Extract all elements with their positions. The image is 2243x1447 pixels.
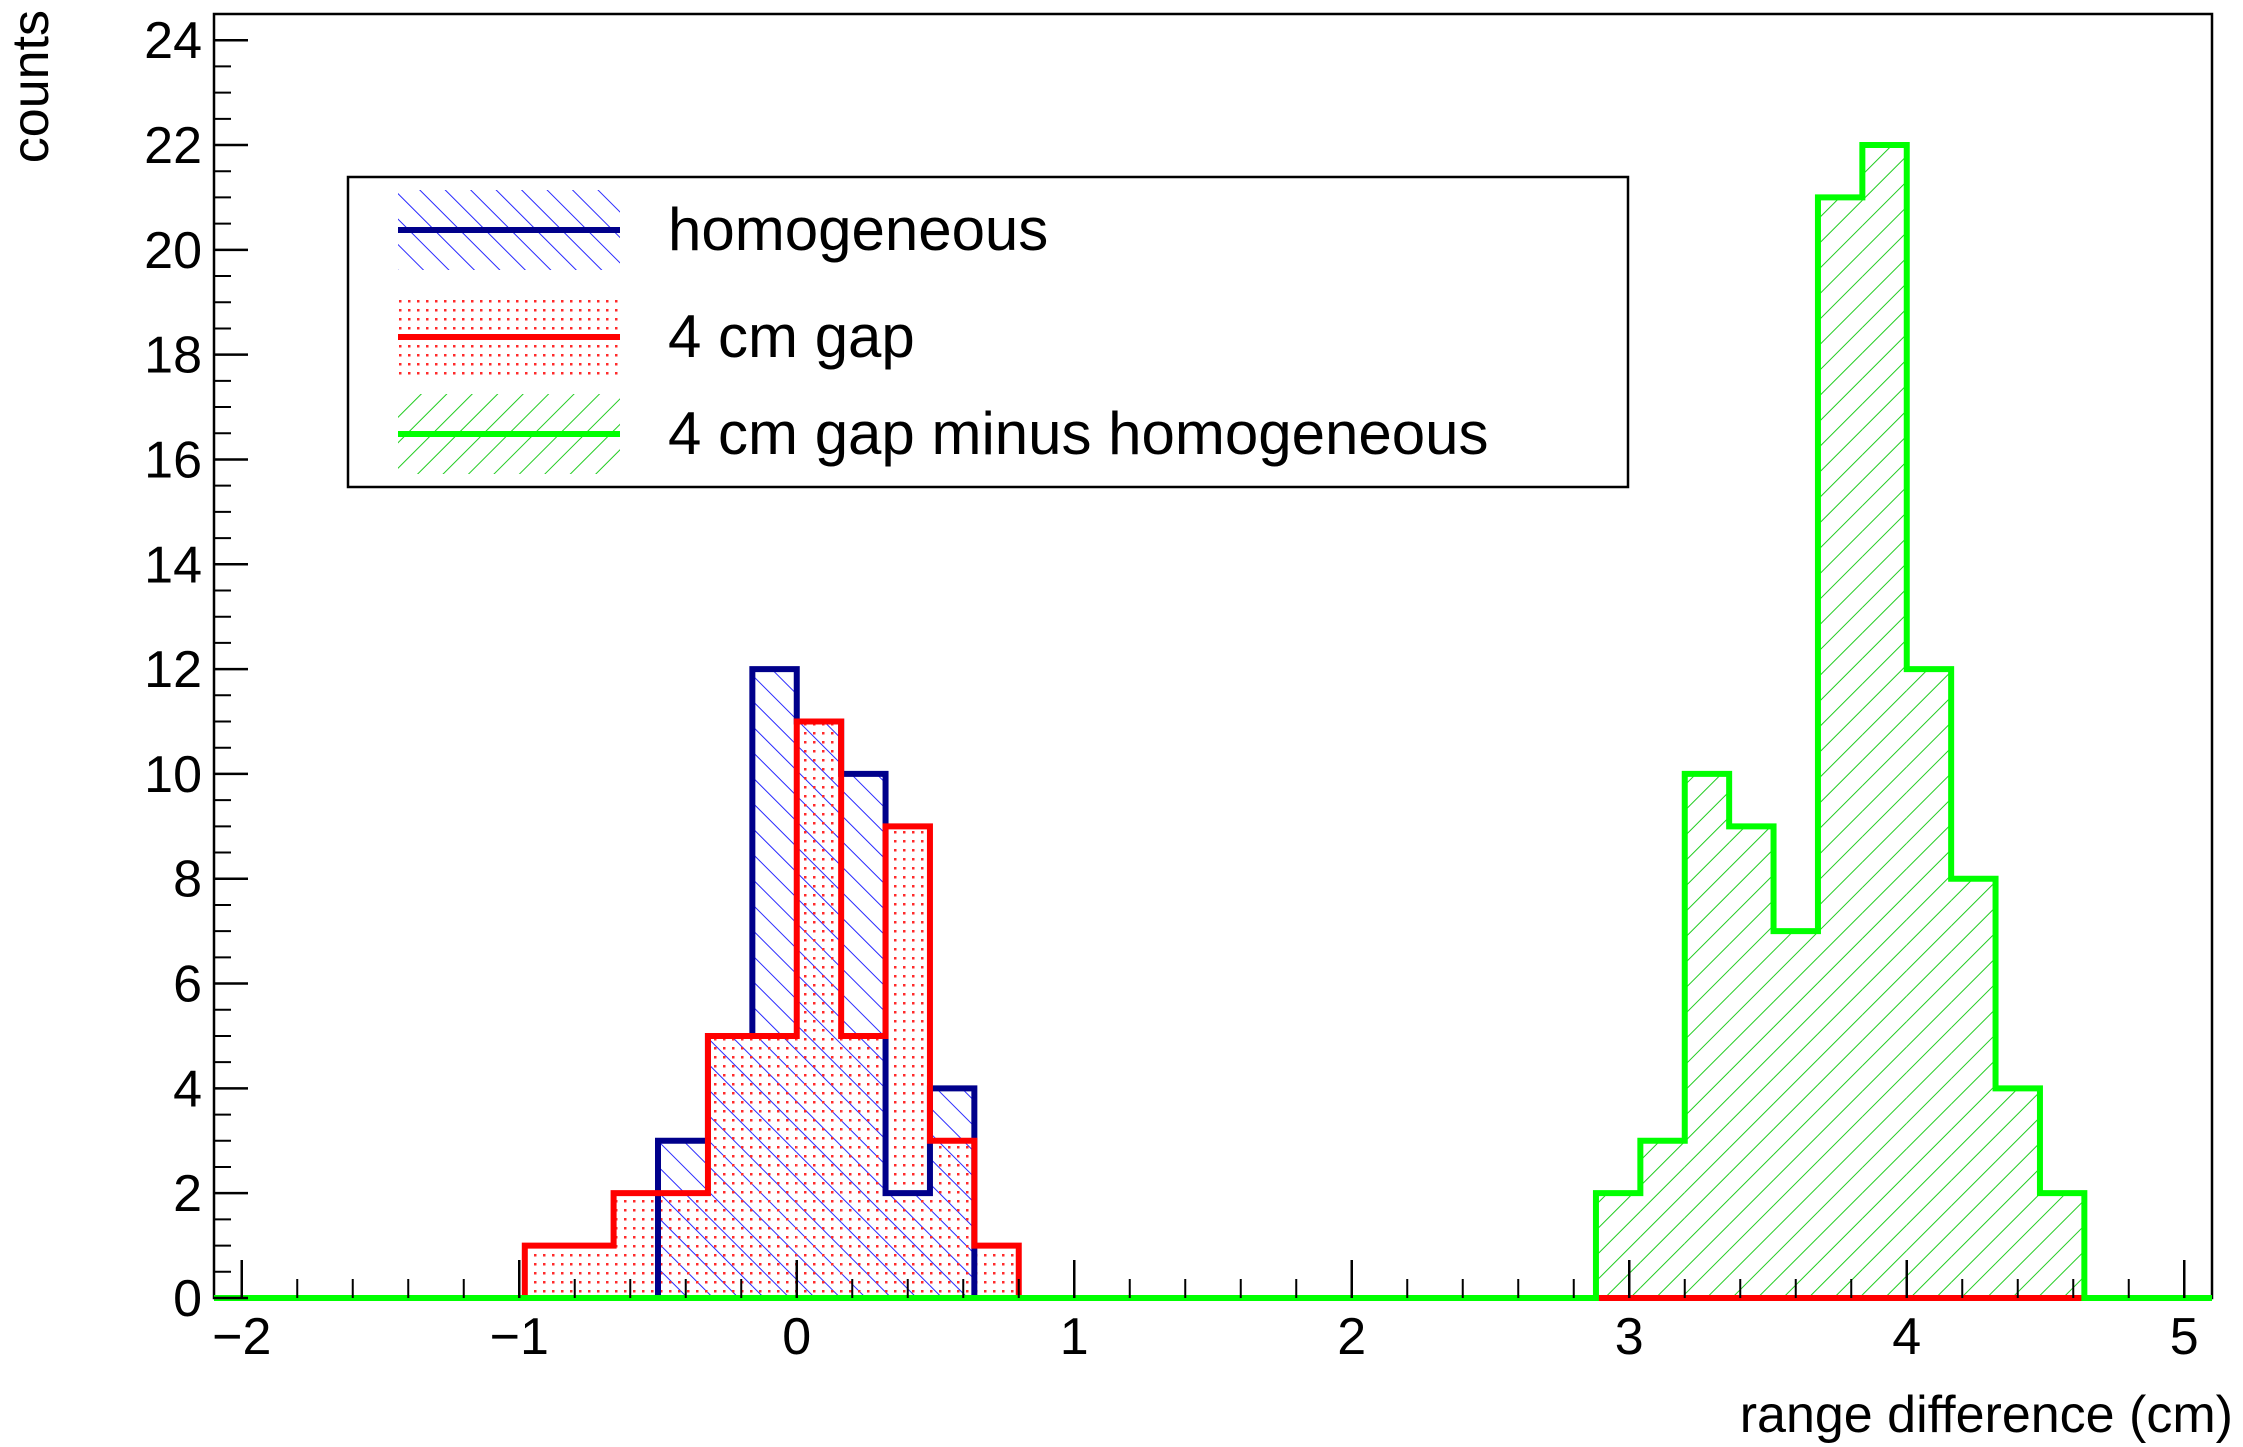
histogram-bar — [1817, 197, 1863, 1298]
series-2 — [1595, 145, 2085, 1299]
histogram-bar — [1640, 1140, 1685, 1298]
histogram-bar — [613, 1193, 658, 1298]
y-tick-label: 20 — [144, 222, 202, 280]
histogram-bar — [885, 826, 930, 1298]
y-tick-label: 0 — [173, 1270, 202, 1328]
histogram-bar — [707, 1035, 797, 1298]
legend-label: 4 cm gap minus homogeneous — [668, 400, 1489, 467]
y-tick-label: 6 — [173, 956, 202, 1014]
x-tick-label: 4 — [1892, 1308, 1921, 1366]
x-tick-label: 5 — [2170, 1308, 2199, 1366]
x-axis-title: range difference (cm) — [1740, 1386, 2233, 1444]
y-tick-label: 18 — [144, 327, 202, 385]
histogram-bar — [1951, 878, 1996, 1298]
histogram-bar — [1906, 669, 1952, 1298]
histogram-bar — [1862, 145, 1907, 1299]
x-tick-label: 3 — [1615, 1308, 1644, 1366]
x-tick-label: −2 — [212, 1308, 271, 1366]
x-tick-label: 1 — [1060, 1308, 1089, 1366]
histogram-bar — [796, 721, 842, 1298]
y-tick-label: 22 — [144, 117, 202, 175]
histogram-bar — [974, 1245, 1019, 1298]
series-outline-1 — [214, 718, 2212, 1301]
y-axis-title: counts — [2, 10, 60, 163]
x-tick-label: 0 — [782, 1308, 811, 1366]
y-tick-label: 12 — [144, 641, 202, 699]
histogram-bar — [1995, 1088, 2040, 1298]
histogram-bar — [2039, 1193, 2085, 1298]
histogram-bar — [1595, 1193, 1641, 1298]
y-tick-label: 24 — [144, 12, 202, 70]
series-1 — [524, 721, 1019, 1298]
x-tick-label: −1 — [490, 1308, 549, 1366]
histogram-bar — [658, 1193, 708, 1298]
histogram-bar — [1729, 826, 1774, 1298]
histogram-bar — [524, 1245, 614, 1298]
legend-label: homogeneous — [668, 196, 1048, 263]
histogram-bar — [929, 1140, 975, 1298]
y-tick-label: 4 — [173, 1060, 202, 1118]
y-tick-label: 16 — [144, 431, 202, 489]
y-tick-label: 10 — [144, 746, 202, 804]
y-tick-label: 8 — [173, 851, 202, 909]
y-tick-label: 14 — [144, 536, 202, 594]
histogram-bar — [841, 1035, 886, 1298]
series-layer — [214, 142, 2212, 1301]
legend: homogeneous 4 cm gap 4 cm gap minus homoge… — [346, 175, 1630, 489]
legend-label: 4 cm gap — [668, 303, 915, 370]
y-tick-label: 2 — [173, 1165, 202, 1223]
histogram-bar — [1684, 773, 1730, 1298]
x-tick-label: 2 — [1337, 1308, 1366, 1366]
series-outline-2 — [214, 142, 2212, 1301]
histogram-bar — [1773, 931, 1818, 1298]
